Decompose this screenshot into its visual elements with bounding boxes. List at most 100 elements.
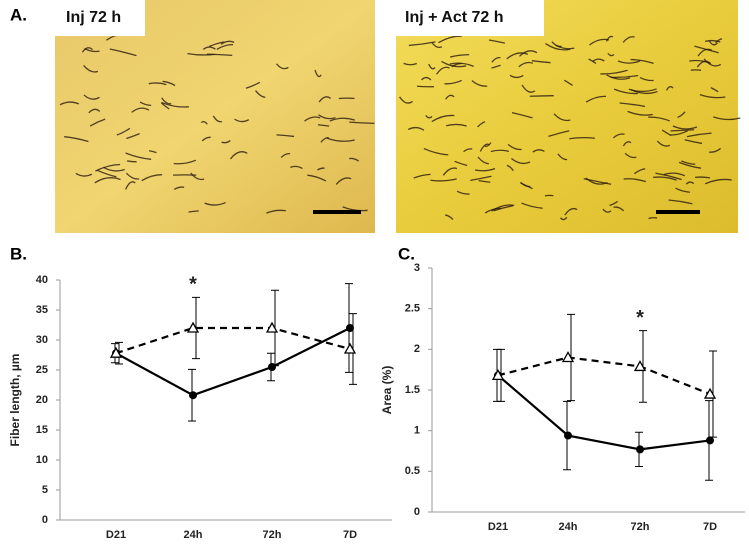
fiber	[317, 124, 330, 127]
fiber	[478, 179, 491, 183]
fiber	[477, 156, 489, 165]
marker	[703, 387, 717, 399]
fiber	[564, 207, 578, 216]
fiber	[314, 69, 322, 78]
y-tick-label: 1	[414, 425, 420, 437]
fiber	[569, 137, 595, 140]
fiber	[441, 60, 467, 68]
fiber	[188, 210, 199, 213]
fiber	[695, 176, 711, 179]
fiber	[511, 157, 531, 165]
fiber	[161, 97, 172, 105]
panel-label: C.	[398, 244, 415, 263]
series-line	[497, 374, 711, 451]
fiber	[212, 115, 223, 123]
fiber	[200, 121, 208, 125]
fiber	[304, 116, 321, 122]
fiber	[204, 201, 226, 206]
fiber	[450, 53, 470, 58]
fibers	[59, 33, 741, 221]
fiber	[589, 38, 610, 46]
fiber	[449, 62, 474, 68]
fiber	[75, 172, 93, 177]
fiber	[677, 111, 686, 118]
fiber	[423, 147, 449, 156]
marker	[343, 342, 357, 354]
fiber	[623, 178, 647, 183]
marker	[109, 346, 123, 358]
y-tick-label: 30	[36, 334, 48, 346]
fiber	[124, 181, 136, 190]
fiber	[160, 102, 170, 110]
y-tick-label: 3	[414, 262, 420, 274]
fiber	[161, 101, 189, 108]
fiber	[551, 41, 562, 48]
x-tick-label: D21	[488, 521, 508, 533]
annotation: *	[189, 274, 197, 296]
y-tick-label: 25	[36, 364, 48, 376]
scale-bar	[656, 210, 700, 214]
series-line	[115, 327, 351, 397]
marker	[346, 324, 354, 332]
y-tick-label: 2.5	[405, 303, 420, 315]
x-tick-label: D21	[106, 529, 126, 541]
fiber	[190, 172, 205, 181]
fiber	[624, 152, 637, 159]
y-tick-label: 0.5	[405, 465, 420, 477]
fiber	[668, 199, 693, 205]
fiber	[710, 87, 719, 93]
marker	[633, 360, 647, 372]
fiber	[521, 202, 543, 209]
fiber	[610, 74, 639, 79]
fiber	[697, 48, 713, 57]
fiber	[81, 47, 93, 53]
marker	[491, 369, 505, 381]
x-tick-label: 72h	[263, 529, 282, 541]
fiber	[622, 36, 635, 43]
fiber	[709, 147, 722, 153]
fiber	[491, 56, 501, 63]
fiber	[672, 125, 698, 130]
x-tick-label: 24h	[184, 529, 203, 541]
y-tick-label: 15	[36, 424, 48, 436]
fiber	[521, 84, 536, 93]
fiber	[471, 80, 488, 87]
fiber	[335, 177, 352, 185]
image-label: Inj 72 h	[66, 9, 121, 26]
fiber	[276, 134, 295, 138]
fiber	[684, 139, 703, 145]
fiber	[444, 79, 462, 85]
fiber	[430, 178, 457, 182]
fiber	[187, 52, 215, 56]
fiber	[678, 161, 702, 169]
fiber	[216, 44, 234, 51]
fiber	[126, 133, 140, 140]
fiber	[490, 149, 509, 153]
fiber	[548, 130, 570, 138]
x-tick-label: 7D	[703, 521, 717, 533]
fiber	[557, 153, 568, 161]
fiber	[613, 206, 625, 212]
fiber	[428, 63, 436, 70]
fiber	[617, 60, 641, 64]
fiber	[125, 172, 140, 180]
fiber	[520, 182, 533, 190]
fiber	[421, 76, 432, 81]
micrograph	[396, 0, 738, 233]
fiber	[229, 151, 248, 160]
fiber	[592, 58, 605, 62]
fiber	[403, 62, 418, 66]
panel-label: A.	[10, 5, 27, 24]
fiber	[585, 177, 608, 185]
fiber	[463, 148, 473, 153]
fiber	[83, 94, 100, 100]
fiber	[202, 46, 216, 50]
marker	[268, 363, 276, 371]
fiber	[445, 214, 454, 221]
fiber	[438, 35, 462, 44]
fiber	[531, 60, 551, 64]
marker	[706, 436, 714, 445]
fiber	[605, 35, 614, 42]
y-tick-label: 20	[36, 394, 48, 406]
